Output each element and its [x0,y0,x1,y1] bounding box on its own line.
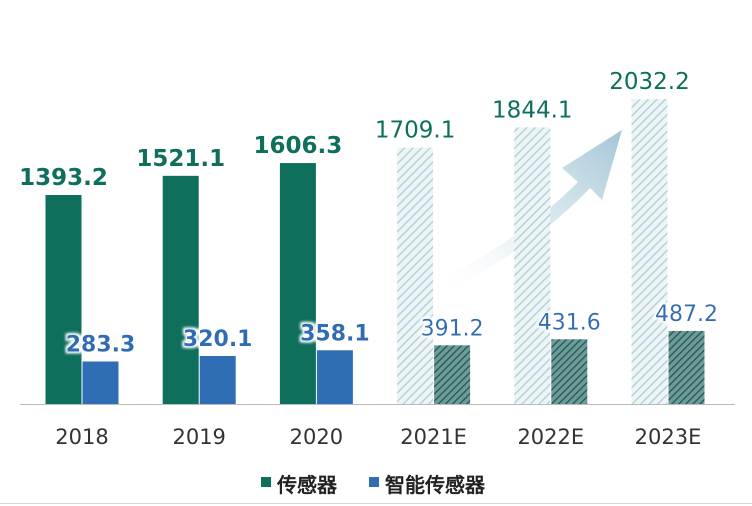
bar-smart-sensor-2020 [316,350,353,404]
x-tick-2020: 2020 [290,425,343,449]
bar-smart-sensor-2021E [434,345,471,404]
legend: 传感器 智能传感器 [261,473,486,497]
value-label-sensor-2020: 1606.3 [254,133,343,159]
legend-label-sensor: 传感器 [276,473,338,497]
value-label-sensor-2018: 1393.2 [19,165,108,191]
value-labels: 1393.2 283.3 1521.1 320.1 1606.3 358.1 1709.1 3… [19,69,718,357]
legend-swatch-sensor [261,477,271,487]
legend-label-smart-sensor: 智能传感器 [385,473,486,497]
bar-sensor-2021E [397,147,434,404]
x-tick-2018: 2018 [55,425,108,449]
value-label-smart-sensor-2018: 283.3 [66,333,136,358]
legend-item-smart-sensor: 智能传感器 [369,473,486,497]
bar-sensor-2022E [514,127,551,404]
value-label-sensor-2022E: 1844.1 [492,97,572,123]
bar-smart-sensor-2018 [82,361,119,404]
bar-smart-sensor-2019 [199,355,236,404]
value-label-smart-sensor-2022E: 431.6 [538,310,601,335]
x-tick-2022E: 2022E [517,425,584,449]
legend-item-sensor: 传感器 [261,473,338,497]
bars [45,99,705,405]
value-label-smart-sensor-2023E: 487.2 [655,302,718,327]
x-tick-2021E: 2021E [400,425,467,449]
bar-sensor-2019 [162,175,199,404]
value-label-smart-sensor-2020: 358.1 [300,321,370,346]
bar-sensor-2018 [45,195,82,404]
x-tick-2019: 2019 [172,425,225,449]
trend-arrow [440,130,622,292]
value-label-sensor-2021E: 1709.1 [375,118,455,144]
value-label-smart-sensor-2021E: 391.2 [421,316,484,341]
bar-smart-sensor-2023E [668,330,705,404]
value-label-smart-sensor-2019: 320.1 [183,327,253,352]
value-label-sensor-2019: 1521.1 [136,146,225,172]
x-tick-2023E: 2023E [635,425,702,449]
bar-sensor-2020 [279,163,316,404]
x-ticks: 2018 2019 2020 2021E 2022E 2023E [55,425,701,449]
bar-smart-sensor-2022E [551,339,588,404]
legend-swatch-smart-sensor [369,477,379,487]
trend-arrow-shape [440,130,622,292]
value-label-sensor-2023E: 2032.2 [609,69,689,95]
bar-sensor-2023E [631,99,668,405]
